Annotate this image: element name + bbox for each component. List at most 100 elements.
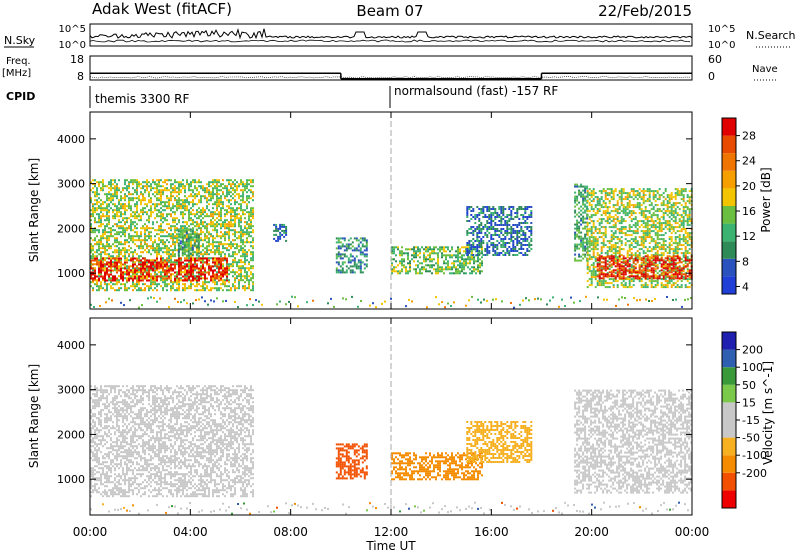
echo-cell xyxy=(128,275,130,278)
echo-cell xyxy=(508,206,511,208)
echo-cell xyxy=(134,243,136,246)
echo-cell xyxy=(622,204,625,207)
echo-cell xyxy=(634,252,637,255)
echo-cell xyxy=(188,225,190,228)
echo-cell xyxy=(212,277,214,280)
echo-cell xyxy=(365,245,368,248)
echo-cell xyxy=(178,185,180,188)
echo-cell xyxy=(162,243,164,246)
echo-cell xyxy=(144,235,146,238)
echo-cell xyxy=(148,209,150,212)
echo-cell xyxy=(156,243,158,246)
echo-cell xyxy=(222,275,224,278)
echo-cell xyxy=(494,230,497,232)
echo-cell xyxy=(110,281,112,284)
echo-cell xyxy=(170,255,172,258)
echo-cell xyxy=(512,244,515,246)
echo-cell xyxy=(626,196,629,199)
echo-cell xyxy=(208,289,210,292)
echo-cell xyxy=(104,237,106,240)
echo-cell xyxy=(335,255,338,258)
echo-cell xyxy=(120,241,122,244)
echo-cell xyxy=(222,263,224,266)
echo-cell xyxy=(200,289,202,292)
echo-cell xyxy=(106,289,108,292)
echo-cell xyxy=(592,268,595,271)
echo-cell xyxy=(130,239,132,242)
echo-cell xyxy=(132,261,134,264)
echo-cell xyxy=(190,189,192,192)
echo-cell xyxy=(620,248,623,251)
echo-cell xyxy=(216,229,218,232)
echo-cell xyxy=(112,265,114,268)
echo-cell xyxy=(230,225,232,228)
echo-cell xyxy=(132,265,134,268)
echo-cell xyxy=(628,260,631,263)
echo-cell xyxy=(164,281,166,284)
echo-cell xyxy=(96,283,98,286)
echo-cell xyxy=(110,199,112,202)
echo-cell xyxy=(226,275,228,278)
echo-cell xyxy=(610,188,613,191)
echo-cell xyxy=(134,239,136,242)
echo-cell xyxy=(210,223,212,226)
echo-cell xyxy=(409,248,411,251)
echo-cell xyxy=(592,254,595,257)
echo-cell xyxy=(449,268,451,271)
echo-cell xyxy=(150,279,152,282)
echo-cell xyxy=(246,267,248,270)
echo-cell xyxy=(92,267,94,270)
echo-cell xyxy=(178,239,180,242)
echo-cell xyxy=(126,189,128,192)
echo-cell xyxy=(339,265,342,268)
echo-cell xyxy=(496,224,499,226)
echo-cell xyxy=(614,272,617,275)
echo-cell xyxy=(178,285,180,288)
echo-cell xyxy=(584,189,587,192)
echo-cell xyxy=(150,185,152,188)
echo-cell xyxy=(421,262,423,265)
echo-cell xyxy=(182,229,184,232)
echo-cell xyxy=(236,185,238,188)
echo-cell xyxy=(204,257,206,260)
echo-cell xyxy=(100,187,102,190)
echo-cell xyxy=(181,250,184,253)
echo-cell xyxy=(216,277,218,280)
echo-cell xyxy=(218,241,220,244)
echo-cell xyxy=(198,257,200,260)
echo-cell xyxy=(168,277,170,280)
echo-cell xyxy=(576,183,579,186)
echo-cell xyxy=(453,272,455,275)
echo-cell xyxy=(236,187,238,190)
echo-cell xyxy=(96,263,98,266)
echo-cell xyxy=(478,250,481,252)
echo-cell xyxy=(208,223,210,226)
echo-cell xyxy=(154,283,156,286)
echo-cell xyxy=(90,265,92,268)
echo-cell xyxy=(104,281,106,284)
echo-cell xyxy=(142,199,144,202)
echo-cell xyxy=(110,279,112,282)
echo-cell xyxy=(114,209,116,212)
echo-cell xyxy=(228,179,230,182)
echo-cell xyxy=(192,199,194,202)
echo-cell xyxy=(202,217,204,220)
echo-cell xyxy=(140,227,142,230)
echo-cell xyxy=(236,201,238,204)
echo-cell xyxy=(226,193,228,196)
echo-cell xyxy=(120,235,122,238)
echo-cell xyxy=(474,216,477,218)
echo-cell xyxy=(612,196,615,199)
echo-cell xyxy=(156,289,158,292)
echo-cell xyxy=(574,247,577,250)
echo-cell xyxy=(486,246,489,248)
echo-cell xyxy=(146,271,148,274)
echo-cell xyxy=(242,243,244,246)
echo-cell xyxy=(622,248,625,251)
echo-cell xyxy=(156,229,158,232)
echo-cell xyxy=(228,265,230,268)
echo-cell xyxy=(228,193,230,196)
echo-cell xyxy=(216,203,218,206)
echo-cell xyxy=(510,226,513,228)
echo-cell xyxy=(602,234,605,237)
